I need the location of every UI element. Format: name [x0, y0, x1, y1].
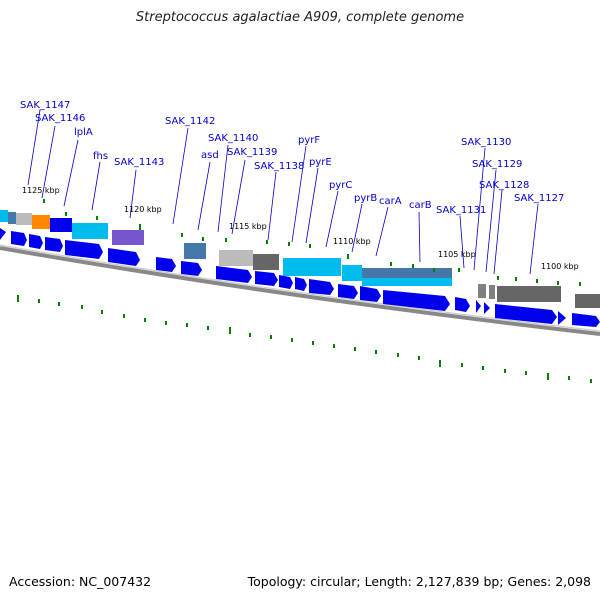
gene-label: carB [409, 200, 432, 211]
gene-arrow [279, 275, 293, 289]
gene-arrow [558, 311, 566, 325]
map-title: Streptococcus agalactiae A909, complete … [135, 10, 465, 25]
gene-label: SAK_1139 [227, 147, 277, 158]
gene-arrow [309, 279, 334, 295]
gene-arrow [216, 266, 252, 283]
gene-label: pyrF [298, 135, 320, 146]
gene-arrow [572, 313, 600, 327]
gene-arrow [65, 240, 103, 259]
inner-ruler-ticks [17, 295, 592, 383]
ruler-ticks-upper [43, 199, 581, 286]
gene-arrow [0, 228, 6, 240]
gene-arrow [338, 284, 358, 299]
ruler-label: 1120 kbp [124, 205, 162, 214]
gene-label: carA [379, 196, 402, 207]
category-block [283, 258, 341, 276]
gene-arrow [255, 271, 278, 286]
gene-label: fhs [93, 151, 108, 162]
gene-arrow [156, 257, 176, 272]
gene-track [0, 228, 600, 327]
genome-summary: Topology: circular; Length: 2,127,839 bp… [247, 574, 591, 589]
category-block [478, 284, 486, 298]
ruler-label: 1105 kbp [438, 250, 476, 259]
category-block [0, 210, 8, 222]
gene-arrow [295, 277, 307, 291]
gene-label: pyrB [354, 193, 377, 204]
gene-label: SAK_1128 [479, 180, 529, 191]
category-block [184, 243, 206, 259]
gene-label: SAK_1142 [165, 116, 215, 127]
gene-labels: SAK_1147 SAK_1146 lplA fhs SAK_1143 SAK_… [20, 100, 564, 216]
category-block [489, 285, 495, 299]
category-block [112, 230, 144, 245]
gene-arrow [11, 231, 27, 246]
genome-backbone-highlight [0, 244, 600, 332]
category-block [342, 265, 362, 281]
gene-label: SAK_1140 [208, 133, 258, 144]
ruler-labels: 1125 kbp 1120 kbp 1115 kbp 1110 kbp 1105… [22, 186, 579, 271]
gene-arrow [495, 304, 557, 324]
genome-backbone [0, 246, 600, 336]
gene-label: lplA [74, 127, 93, 138]
gene-label: SAK_1130 [461, 137, 511, 148]
gene-arrow [360, 286, 381, 302]
label-leaders [27, 109, 539, 275]
gene-arrow [383, 290, 450, 311]
category-block [16, 213, 32, 225]
category-block [575, 294, 600, 308]
gene-arrow [108, 248, 140, 266]
category-block [8, 212, 16, 224]
ruler-label: 1110 kbp [333, 237, 371, 246]
accession-label: Accession: NC_007432 [9, 574, 152, 589]
gene-label: pyrC [329, 180, 352, 191]
gene-label: SAK_1147 [20, 100, 70, 111]
gene-label: SAK_1129 [472, 159, 522, 170]
gene-arrow [455, 297, 470, 312]
category-block [219, 250, 253, 266]
gene-arrow [45, 237, 63, 252]
category-block [32, 215, 50, 229]
gene-label: asd [201, 150, 219, 161]
category-track [0, 210, 600, 308]
ruler-label: 1100 kbp [541, 262, 579, 271]
category-block [362, 278, 452, 286]
ruler-label: 1125 kbp [22, 186, 60, 195]
ruler-label: 1115 kbp [229, 222, 267, 231]
gene-label: SAK_1127 [514, 193, 564, 204]
gene-label: SAK_1131 [436, 205, 486, 216]
category-block [72, 223, 108, 239]
category-block [497, 286, 561, 302]
gene-arrow [29, 234, 43, 249]
gene-label: SAK_1146 [35, 113, 85, 124]
gene-label: SAK_1143 [114, 157, 164, 168]
gene-label: pyrE [309, 157, 332, 168]
gene-arrow [484, 302, 490, 314]
gene-label: SAK_1138 [254, 161, 304, 172]
gene-arrow [181, 261, 202, 276]
category-block [253, 254, 279, 270]
gene-arrow [476, 300, 481, 313]
category-block [50, 218, 72, 232]
